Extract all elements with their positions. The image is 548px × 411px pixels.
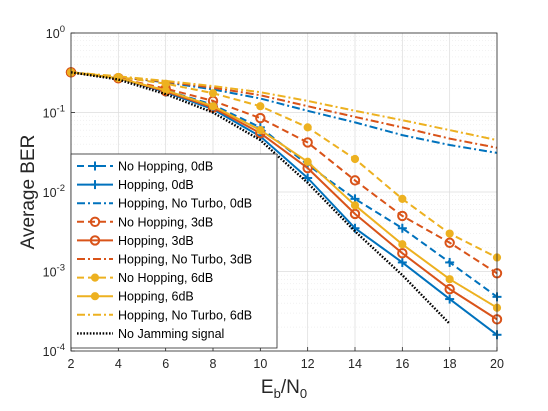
- x-axis-label: Eb/N0: [261, 377, 307, 401]
- data-point: [208, 89, 218, 98]
- data-point: [445, 275, 454, 284]
- x-tick-label: 14: [348, 357, 362, 371]
- legend-label: No Hopping, 0dB: [118, 160, 213, 174]
- data-point: [303, 157, 312, 166]
- x-tick-label: 10: [253, 357, 267, 371]
- series-9: [70, 71, 451, 325]
- y-tick-label-exponent: 0: [60, 24, 65, 35]
- x-tick-label: 16: [395, 357, 409, 371]
- data-point: [444, 237, 455, 248]
- x-axis-label-slash: /: [281, 377, 287, 398]
- legend-marker: [90, 161, 100, 171]
- y-tick-label: 10-2: [43, 183, 65, 200]
- legend-label: No Jamming signal: [118, 327, 224, 341]
- y-tick-label: 100: [46, 24, 65, 41]
- x-tick-label: 8: [210, 357, 217, 371]
- x-tick-label: 12: [301, 357, 315, 371]
- series-line: [70, 71, 498, 142]
- legend-label: Hopping, No Turbo, 6dB: [118, 308, 252, 322]
- data-point: [350, 154, 360, 164]
- data-point: [398, 240, 407, 249]
- x-axis-label-sub-0: 0: [300, 386, 307, 401]
- legend-label: No Hopping, 3dB: [118, 215, 213, 229]
- legend-label: Hopping, No Turbo, 3dB: [118, 253, 252, 267]
- legend-marker: [90, 273, 100, 282]
- data-point: [303, 123, 312, 132]
- series-8: [70, 71, 498, 142]
- data-point: [349, 208, 361, 220]
- legend: No Hopping, 0dB Hopping, 0dB Hopping, No T…: [70, 153, 278, 349]
- y-tick-label-exponent: -4: [57, 342, 65, 353]
- data-point: [445, 229, 454, 238]
- legend-label: Hopping, No Turbo, 0dB: [118, 197, 252, 211]
- data-point: [208, 102, 218, 111]
- data-point: [256, 126, 265, 135]
- data-point: [397, 223, 407, 233]
- y-tick-label-base: 10: [43, 345, 57, 359]
- y-tick-label-exponent: -3: [57, 263, 65, 274]
- data-point: [397, 257, 407, 267]
- x-axis-label-sub-b: b: [274, 386, 281, 401]
- x-axis-label-n: N: [286, 377, 300, 398]
- legend-label: Hopping, 6dB: [118, 290, 194, 304]
- data-point: [303, 173, 313, 183]
- data-point: [255, 112, 266, 124]
- y-axis-label: Average BER: [18, 135, 39, 250]
- y-tick-label-base: 10: [43, 266, 57, 280]
- data-point: [398, 194, 407, 203]
- data-point: [445, 257, 455, 267]
- series-line: [70, 71, 498, 309]
- data-point: [161, 86, 170, 95]
- y-tick-label: 10-4: [43, 342, 65, 359]
- x-tick-label: 6: [162, 357, 169, 371]
- legend-marker: [89, 235, 101, 246]
- legend-label: Hopping, 3dB: [118, 234, 194, 248]
- data-point: [256, 102, 265, 111]
- x-axis-label-e: E: [261, 377, 274, 398]
- data-point: [445, 294, 455, 304]
- y-tick-label-exponent: -2: [57, 183, 65, 194]
- legend-marker: [90, 180, 100, 190]
- y-tick-label-base: 10: [43, 186, 57, 200]
- y-tick-label-exponent: -1: [57, 104, 65, 115]
- data-point: [397, 247, 408, 259]
- y-tick-label: 10-1: [43, 104, 65, 121]
- data-point: [397, 210, 408, 222]
- legend-label: Hopping, 0dB: [118, 178, 194, 192]
- legend-marker: [89, 216, 101, 228]
- data-point: [302, 137, 313, 148]
- series-line: [70, 71, 451, 325]
- x-tick-label: 18: [443, 357, 457, 371]
- data-point: [350, 201, 360, 210]
- data-point: [349, 175, 361, 186]
- x-tick-label: 2: [68, 357, 75, 371]
- data-point: [444, 283, 455, 295]
- legend-label: No Hopping, 6dB: [118, 271, 213, 285]
- series-layer: [65, 67, 503, 340]
- x-tick-label: 20: [490, 357, 504, 371]
- series-line: [70, 71, 498, 259]
- legend-marker: [90, 292, 100, 301]
- y-tick-label-base: 10: [43, 107, 57, 121]
- y-tick-label-base: 10: [46, 27, 60, 41]
- x-tick-label: 4: [115, 357, 122, 371]
- y-tick-label: 10-3: [43, 263, 65, 280]
